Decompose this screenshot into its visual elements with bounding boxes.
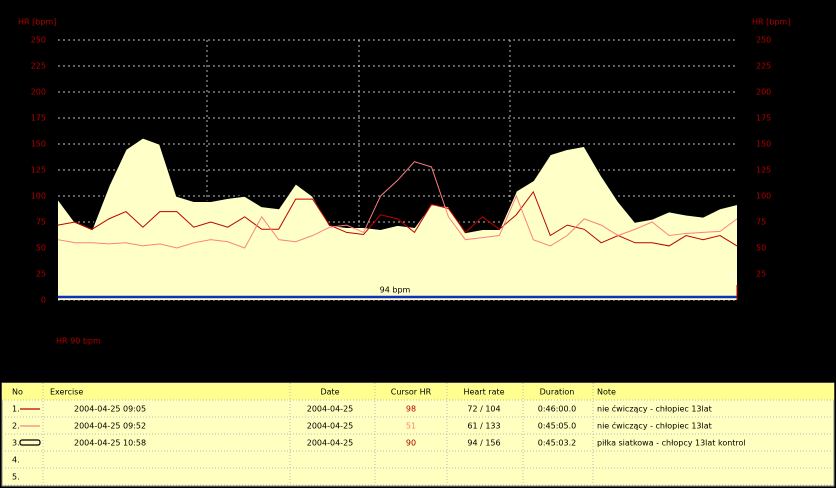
cell: 1. bbox=[12, 405, 20, 414]
cell: 4. bbox=[12, 456, 20, 465]
y-axis-label: HR [bpm] bbox=[18, 18, 56, 27]
cell: 61 / 133 bbox=[467, 422, 500, 431]
cell: piłka siatkowa - chłopcy 13lat kontrol bbox=[597, 439, 746, 448]
y2-tick-label: 225 bbox=[756, 62, 771, 71]
y-tick-label: 25 bbox=[36, 270, 46, 279]
cell: 98 bbox=[406, 405, 416, 414]
cell: 0:45:05.0 bbox=[538, 422, 576, 431]
y2-tick-label: 125 bbox=[756, 166, 771, 175]
cell: 2004-04-25 bbox=[307, 439, 354, 448]
header-cell: Heart rate bbox=[463, 388, 504, 397]
y2-tick-label: 75 bbox=[756, 218, 766, 227]
y-tick-label: 125 bbox=[31, 166, 46, 175]
cell: 0:45:03.2 bbox=[538, 439, 576, 448]
cell: 51 bbox=[406, 422, 416, 431]
y-tick-label: 0 bbox=[41, 296, 46, 305]
legend-swatch bbox=[19, 439, 41, 446]
cell: 72 / 104 bbox=[467, 405, 500, 414]
cell: nie ćwiczący - chłopiec 13lat bbox=[597, 421, 712, 431]
y2-tick-label: 250 bbox=[756, 36, 771, 45]
y2-axis-label: HR [bpm] bbox=[752, 18, 790, 27]
area bbox=[58, 137, 737, 300]
y-tick-label: 50 bbox=[36, 244, 46, 253]
cell: 2004-04-25 09:52 bbox=[74, 422, 146, 431]
y-tick-label: 200 bbox=[31, 88, 46, 97]
cell: 3. bbox=[12, 439, 20, 448]
cell: 2004-04-25 10:58 bbox=[74, 439, 146, 448]
cell: 2. bbox=[12, 422, 20, 431]
y-tick-label: 100 bbox=[31, 192, 46, 201]
header-cell: Note bbox=[597, 388, 616, 397]
cell: 2004-04-25 bbox=[307, 405, 354, 414]
cell: 5. bbox=[12, 473, 20, 482]
header-cell: No bbox=[12, 388, 23, 397]
cell: nie ćwiczący - chłopiec 13lat bbox=[597, 404, 712, 414]
header-cell: Exercise bbox=[50, 388, 83, 397]
y2-tick-label: 50 bbox=[756, 244, 766, 253]
y2-tick-label: 150 bbox=[756, 140, 771, 149]
table-header bbox=[2, 383, 834, 400]
y-tick-label: 150 bbox=[31, 140, 46, 149]
y2-tick-label: 175 bbox=[756, 114, 771, 123]
y2-tick-label: 100 bbox=[756, 192, 771, 201]
y-tick-label: 175 bbox=[31, 114, 46, 123]
cell: 0:46:00.0 bbox=[538, 405, 576, 414]
cell: 90 bbox=[406, 439, 416, 448]
footer: HR 90 bpm bbox=[56, 337, 101, 346]
header-cell: Cursor HR bbox=[391, 388, 432, 397]
cell: 2004-04-25 09:05 bbox=[74, 405, 146, 414]
cursor-label: 1 bbox=[729, 272, 734, 281]
header-cell: Duration bbox=[540, 388, 575, 397]
area-outline bbox=[57, 136, 738, 234]
cell: 2004-04-25 bbox=[307, 422, 354, 431]
cell: 94 / 156 bbox=[467, 439, 500, 448]
header-cell: Date bbox=[320, 388, 339, 397]
y-tick-label: 75 bbox=[36, 218, 46, 227]
line bbox=[57, 190, 738, 247]
y2-tick-label: 200 bbox=[756, 88, 771, 97]
y-tick-label: 225 bbox=[31, 62, 46, 71]
y2-tick-label: 25 bbox=[756, 270, 766, 279]
y-tick-label: 250 bbox=[31, 36, 46, 45]
annotation: 94 bpm bbox=[380, 286, 411, 295]
line bbox=[57, 161, 738, 249]
